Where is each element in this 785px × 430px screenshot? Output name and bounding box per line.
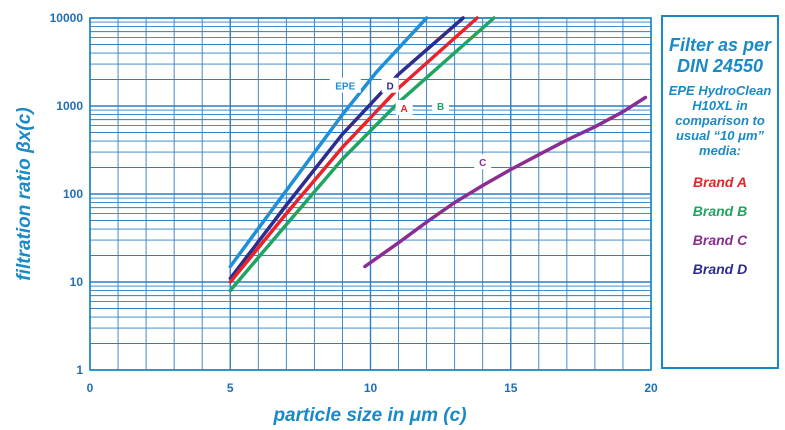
data-label: EPE <box>335 82 355 93</box>
ticks-group: 0 5 10 15 20 1 10 100 1000 10000 <box>50 11 658 395</box>
y-tick-label: 10000 <box>50 11 84 25</box>
legend-item-brand-c: Brand C <box>692 232 748 248</box>
series-group <box>228 16 648 293</box>
y-tick-label: 10 <box>70 275 84 289</box>
side-panel: Filter as per DIN 24550 EPE HydroClean H… <box>661 15 779 369</box>
y-tick-label: 1000 <box>56 99 83 113</box>
y-axis-title: filtration ratio βx(c) <box>14 107 35 280</box>
x-tick-label: 15 <box>504 381 518 395</box>
x-axis-title: particle size in μm (c) <box>272 405 466 426</box>
data-label-bg <box>381 77 399 93</box>
plot-frame <box>89 17 652 371</box>
series-line-epe <box>228 16 429 269</box>
legend-item-brand-a: Brand A <box>693 174 747 190</box>
data-label-bg <box>395 99 413 115</box>
series-line-d <box>228 16 465 281</box>
annotations-group: EPE DA B C <box>329 77 492 170</box>
data-label-bg <box>329 77 361 93</box>
x-tick-label: 10 <box>364 381 378 395</box>
x-tick-label: 0 <box>87 381 94 395</box>
side-panel-description: EPE HydroClean H10XL in comparison to us… <box>668 83 772 158</box>
data-label: C <box>479 158 486 169</box>
series-line-a <box>228 16 479 284</box>
data-label: B <box>437 102 444 113</box>
data-label-bg <box>432 98 450 113</box>
legend-item-brand-d: Brand D <box>692 261 748 277</box>
grid <box>89 17 652 371</box>
legend: Brand A Brand B Brand C Brand D <box>663 168 777 284</box>
data-label-bg <box>474 154 492 170</box>
data-label: D <box>387 82 394 93</box>
series-line-b <box>228 16 496 293</box>
series-line-c <box>363 95 648 269</box>
x-tick-label: 5 <box>227 381 234 395</box>
x-tick-label: 20 <box>644 381 658 395</box>
data-label: A <box>401 104 408 115</box>
side-panel-title: Filter as per DIN 24550 <box>668 35 772 76</box>
legend-item-brand-b: Brand B <box>692 203 748 219</box>
y-tick-label: 1 <box>76 363 83 377</box>
y-tick-label: 100 <box>63 187 83 201</box>
